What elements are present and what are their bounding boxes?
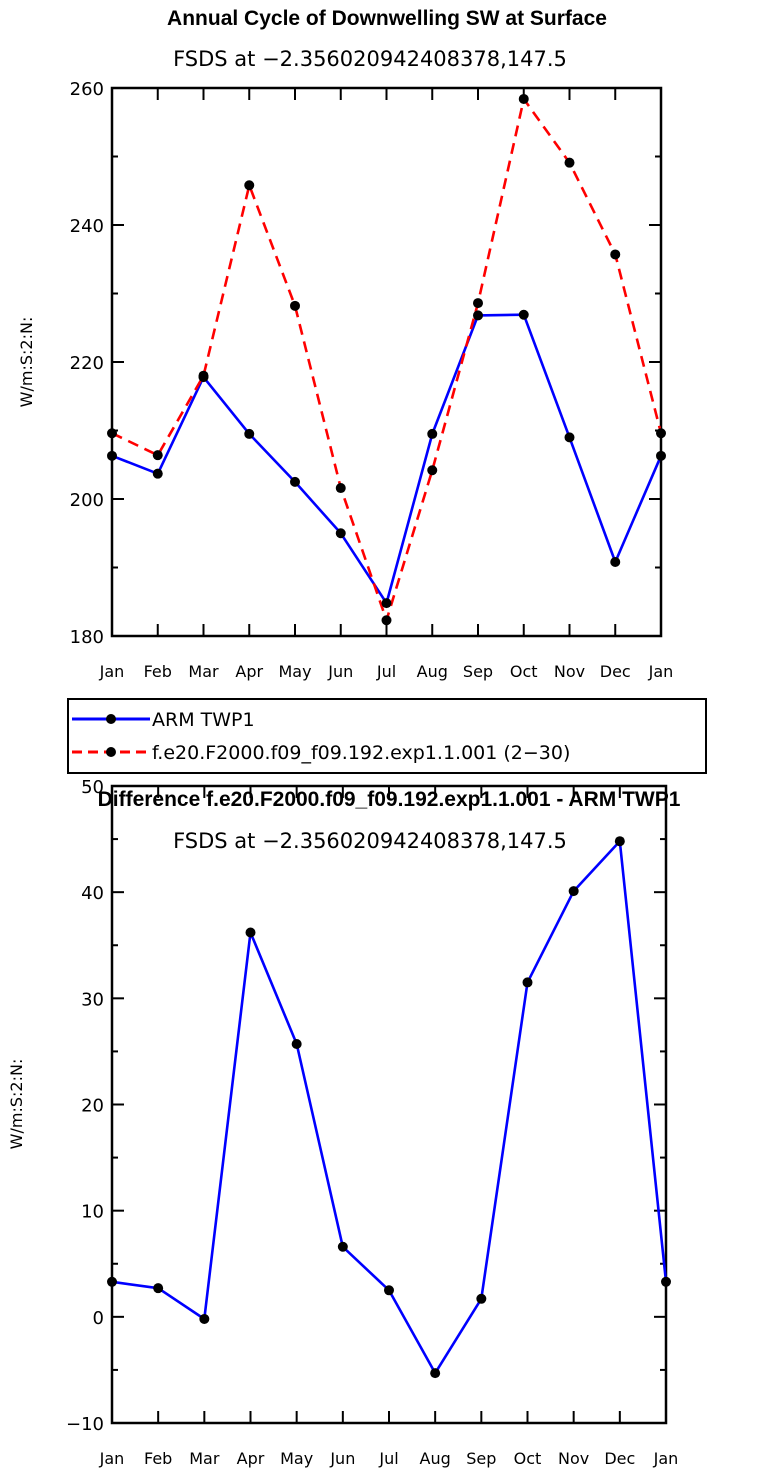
data-point-series-1 — [518, 93, 529, 104]
chart-1-legend: ARM TWP1 f.e20.F2000.f09_f09.192.exp1.1.… — [67, 698, 707, 774]
x-tick-label: Sep — [466, 1449, 496, 1468]
data-point-series-0 — [430, 1368, 441, 1379]
data-point-series-0 — [473, 310, 483, 321]
y-tick-label: 200 — [70, 490, 104, 511]
data-point-series-0 — [107, 450, 117, 461]
data-point-series-1 — [656, 428, 666, 439]
data-point-series-1 — [290, 300, 300, 311]
x-tick-label: May — [278, 662, 311, 681]
legend-label-model: f.e20.F2000.f09_f09.192.exp1.1.001 (2−30… — [152, 742, 570, 764]
data-point-series-0 — [656, 450, 666, 461]
data-point-series-0 — [291, 1038, 302, 1049]
y-tick-label: 240 — [70, 216, 104, 237]
y-tick-label: 40 — [81, 883, 104, 904]
x-tick-label: Mar — [188, 662, 219, 681]
y-tick-label: 10 — [81, 1202, 104, 1223]
data-point-series-1 — [610, 249, 621, 260]
x-tick-label: Sep — [463, 662, 493, 681]
data-point-series-0 — [610, 557, 621, 568]
x-tick-label: Jun — [329, 1449, 355, 1468]
series-line-0 — [111, 313, 663, 605]
legend-box — [67, 698, 707, 774]
x-tick-label: Dec — [604, 1449, 635, 1468]
x-tick-label: Aug — [417, 662, 448, 681]
y-tick-label: 260 — [70, 79, 104, 100]
x-tick-label: Apr — [237, 1449, 265, 1468]
x-tick-label: Mar — [189, 1449, 220, 1468]
x-tick-label: Jul — [378, 1449, 398, 1468]
x-tick-label: Nov — [558, 1449, 589, 1468]
chart-2-subtitle: FSDS at −2.356020942408378,147.5 — [173, 829, 567, 853]
data-point-series-0 — [518, 309, 529, 320]
y-tick-label: 20 — [81, 1096, 104, 1117]
x-tick-label: Apr — [235, 662, 263, 681]
x-tick-label: Jan — [99, 662, 125, 681]
x-tick-label: Jan — [99, 1449, 125, 1468]
x-tick-label: Oct — [514, 1449, 542, 1468]
chart-1-title: Annual Cycle of Downwelling SW at Surfac… — [167, 7, 607, 30]
data-point-series-1 — [198, 370, 209, 381]
x-tick-label: Nov — [554, 662, 585, 681]
x-tick-label: Feb — [144, 662, 172, 681]
data-point-series-0 — [335, 528, 346, 539]
data-point-series-1 — [473, 298, 483, 309]
series-line-1 — [111, 97, 663, 622]
x-tick-label: Aug — [420, 1449, 451, 1468]
data-point-series-0 — [564, 432, 575, 443]
data-point-series-0 — [107, 1276, 117, 1287]
data-point-series-0 — [337, 1241, 348, 1252]
data-point-series-0 — [384, 1285, 394, 1296]
data-point-series-0 — [427, 428, 438, 439]
legend-marker-model — [106, 747, 116, 757]
x-tick-label: Dec — [600, 662, 631, 681]
data-point-series-0 — [476, 1293, 487, 1304]
data-point-series-1 — [381, 615, 392, 626]
chart-2-ylabel: W/m:S:2:N: — [7, 1059, 26, 1150]
x-tick-label: Jan — [648, 662, 674, 681]
chart-1-plot-area: 180 200 220 240 260 Jan Feb Mar Apr May Jun Jul Aug S… — [70, 79, 674, 681]
chart-1-ylabel: W/m:S:2:N: — [17, 317, 36, 408]
y-tick-label: 180 — [70, 627, 104, 648]
data-point-series-1 — [107, 428, 117, 439]
data-point-series-0 — [661, 1276, 671, 1287]
data-point-series-0 — [244, 428, 255, 439]
y-tick-label: 220 — [70, 353, 104, 374]
legend-label-arm: ARM TWP1 — [152, 709, 255, 731]
x-tick-label: Jul — [376, 662, 396, 681]
data-point-series-1 — [244, 180, 255, 191]
y-tick-label: 0 — [93, 1308, 104, 1329]
x-tick-label: May — [280, 1449, 313, 1468]
y-tick-label: 50 — [81, 777, 104, 798]
x-tick-label: Feb — [144, 1449, 172, 1468]
data-point-series-0 — [290, 476, 300, 487]
y-tick-label: −10 — [66, 1414, 104, 1435]
x-tick-label: Jun — [327, 662, 353, 681]
data-point-series-0 — [522, 977, 533, 988]
data-point-series-0 — [245, 927, 256, 938]
data-point-series-0 — [381, 598, 392, 609]
data-point-series-0 — [153, 1283, 164, 1294]
data-point-series-0 — [152, 468, 163, 479]
data-point-series-1 — [427, 465, 438, 476]
x-tick-label: Oct — [510, 662, 538, 681]
data-point-series-1 — [564, 157, 575, 168]
data-point-series-0 — [614, 836, 625, 847]
data-point-series-1 — [152, 450, 163, 461]
chart-2-plot-area: −10 0 10 20 30 40 50 Jan Feb Mar Apr May Jun Jul Aug Se… — [66, 777, 678, 1468]
data-point-series-0 — [568, 886, 579, 897]
data-point-series-0 — [199, 1313, 210, 1324]
data-point-series-1 — [335, 483, 346, 494]
chart-2-title: Difference f.e20.F2000.f09_f09.192.exp1.… — [98, 788, 681, 811]
x-tick-label: Jan — [653, 1449, 679, 1468]
y-tick-label: 30 — [81, 989, 104, 1010]
legend-marker-arm — [106, 714, 116, 724]
plot-frame — [110, 86, 663, 638]
chart-1-subtitle: FSDS at −2.356020942408378,147.5 — [173, 47, 567, 71]
